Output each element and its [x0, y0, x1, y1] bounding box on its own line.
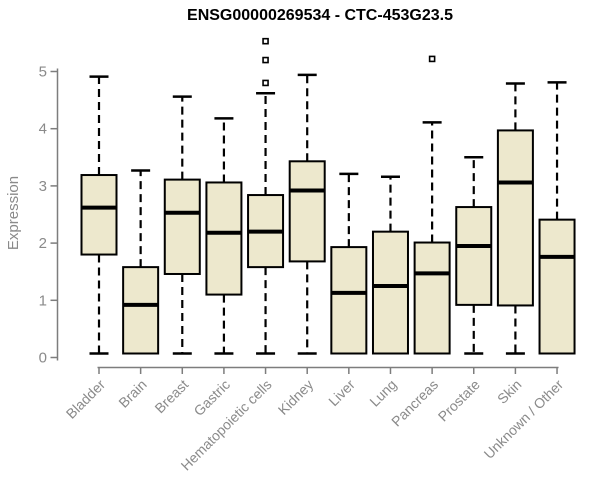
box [413, 241, 451, 355]
y-tick-label: 0 [39, 350, 47, 367]
chart-title: ENSG00000269534 - CTC-453G23.5 [187, 7, 453, 24]
box [122, 266, 160, 355]
box [205, 181, 243, 296]
x-tick-label: Brain [115, 376, 149, 410]
y-tick-label: 4 [39, 121, 47, 138]
box [455, 206, 493, 306]
x-tick-label: Bladder [63, 376, 109, 422]
x-tick-label: Liver [325, 376, 358, 409]
outlier-point [262, 79, 269, 87]
y-tick-label: 3 [39, 178, 47, 195]
box [163, 178, 201, 275]
x-tick-label: Unknown / Other [481, 376, 567, 462]
box [288, 160, 326, 263]
x-tick-label: Skin [494, 376, 525, 407]
outlier-point [428, 55, 436, 63]
y-tick-label: 1 [39, 292, 47, 309]
x-tick-label: Prostate [435, 376, 483, 424]
box [80, 174, 118, 256]
y-tick-label: 5 [39, 64, 47, 81]
x-tick-label: Breast [151, 376, 191, 416]
x-tick-label: Lung [366, 376, 399, 409]
box [538, 218, 576, 355]
box [330, 246, 368, 355]
outlier-point [262, 37, 269, 45]
outlier-point [262, 56, 269, 64]
x-tick-label: Kidney [275, 376, 317, 418]
box [496, 129, 534, 307]
y-tick-label: 2 [39, 235, 47, 252]
box [371, 230, 409, 355]
